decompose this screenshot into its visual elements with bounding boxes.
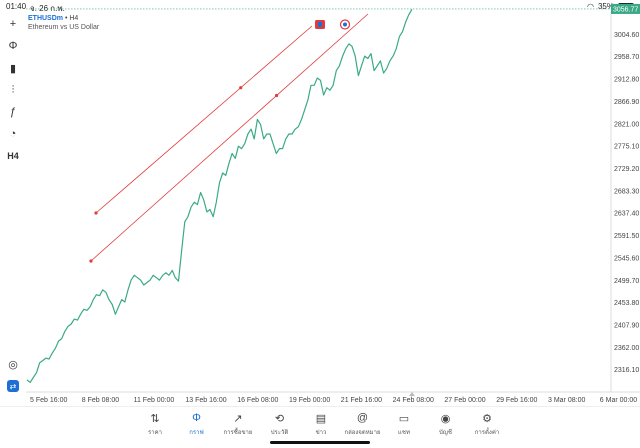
tab-trade-icon: ↗ (233, 412, 243, 425)
crosshair-icon[interactable]: + (9, 18, 17, 30)
symbol-description: Ethereum vs US Dollar (28, 24, 100, 31)
trendline-anchor[interactable] (274, 93, 279, 98)
tab-mailbox-label: กล่องจดหมาย (344, 430, 381, 436)
y-tick-label: 2958.70 (614, 54, 639, 61)
time-scroll-handle[interactable] (409, 392, 415, 396)
status-time: 01:40 (6, 2, 27, 11)
x-tick-label: 6 Mar 00:00 (600, 397, 637, 404)
y-tick-label: 2729.20 (614, 166, 639, 173)
x-tick-label: 29 Feb 16:00 (496, 397, 537, 404)
x-tick-label: 27 Feb 00:00 (444, 397, 485, 404)
y-tick-label: 2499.70 (614, 278, 639, 285)
tab-trade-label: การซื้อขาย (223, 430, 253, 436)
x-tick-label: 24 Feb 08:00 (393, 397, 434, 404)
event-marker-dot (343, 22, 347, 27)
x-tick-label: 13 Feb 16:00 (185, 397, 226, 404)
trendline[interactable] (90, 13, 369, 262)
tab-news-label: ข่าว (315, 430, 327, 436)
y-tick-label: 2362.00 (614, 345, 639, 352)
tab-news[interactable]: ▤ ข่าว (301, 411, 341, 437)
symbol-timeframe: H4 (69, 15, 79, 22)
tab-chat-icon: ▭ (398, 412, 410, 425)
price-series-line (26, 8, 413, 383)
home-indicator (270, 441, 370, 444)
x-tick-label: 11 Feb 00:00 (134, 397, 175, 404)
symbol-header: ETHUSDm • H4 Ethereum vs US Dollar (28, 14, 99, 32)
y-tick-label: 2453.80 (614, 300, 639, 307)
chart-type-icon[interactable]: Φ (8, 40, 18, 52)
last-price-label: 3056.77 (613, 6, 638, 13)
function-icon[interactable]: ƒ (9, 106, 17, 118)
symbol-name[interactable]: ETHUSDm (28, 15, 64, 22)
trendline[interactable] (95, 25, 313, 214)
tab-settings-label: การตั้งค่า (474, 430, 500, 436)
y-tick-label: 2821.00 (614, 121, 639, 128)
tab-chart[interactable]: Φ กราฟ (177, 411, 217, 437)
x-tick-label: 8 Feb 08:00 (82, 397, 119, 404)
indicators-icon[interactable]: ▮ (9, 62, 17, 75)
x-tick-label: 21 Feb 16:00 (341, 397, 382, 404)
tab-settings[interactable]: ⚙ การตั้งค่า (467, 411, 507, 437)
tab-mailbox[interactable]: @ กล่องจดหมาย (343, 411, 383, 437)
tab-quotes-label: ราคา (148, 430, 162, 436)
left-toolbar: + Φ ▮ ⫶ ƒ ◔ H4 ◎ ⇄ (0, 14, 26, 394)
x-tick-label: 5 Feb 16:00 (30, 397, 67, 404)
tab-history-icon: ⟲ (274, 412, 285, 425)
objects-icon[interactable]: ⫶ (11, 83, 15, 96)
tab-news-icon: ▤ (315, 412, 327, 425)
y-tick-label: 3004.60 (614, 32, 639, 39)
tab-account[interactable]: ◉ บัญชี (426, 411, 466, 437)
tab-quotes-icon: ⇅ (150, 412, 160, 425)
tab-account-label: บัญชี (439, 430, 452, 436)
x-tick-label: 16 Feb 08:00 (237, 397, 278, 404)
zoom-icon[interactable]: ◎ (8, 358, 18, 371)
tab-settings-icon: ⚙ (482, 412, 492, 425)
tab-history[interactable]: ⟲ ประวัติ (260, 411, 300, 437)
trendline-anchor[interactable] (239, 86, 243, 90)
y-tick-label: 2545.60 (614, 255, 639, 262)
price-chart[interactable]: 3004.60 2958.70 2912.80 2866.90 2821.00 2775.… (0, 0, 640, 406)
y-tick-label: 2912.80 (614, 77, 639, 84)
tab-account-icon: ◉ (440, 412, 451, 425)
y-tick-label: 2316.10 (614, 367, 639, 374)
status-date: จ. 26 ก.พ. (30, 4, 65, 13)
y-tick-label: 2591.50 (614, 233, 639, 240)
tab-history-label: ประวัติ (270, 430, 289, 436)
shapes-icon[interactable]: ◔ (9, 128, 17, 140)
tab-chart-icon: Φ (192, 412, 201, 424)
battery-percent: 35% (597, 2, 614, 11)
x-tick-label: 19 Feb 00:00 (289, 397, 330, 404)
x-tick-label: 3 Mar 08:00 (548, 397, 585, 404)
tab-chat-label: แชท (398, 430, 410, 436)
tab-mailbox-icon: @ (356, 412, 369, 424)
trade-marker-buy[interactable] (318, 22, 322, 27)
symbol-separator: • (64, 15, 68, 22)
y-tick-label: 2407.90 (614, 322, 639, 329)
last-price-badge (611, 3, 640, 14)
trendline-anchor[interactable] (94, 211, 98, 215)
tab-trade[interactable]: ↗ การซื้อขาย (218, 411, 258, 437)
tab-quotes[interactable]: ⇅ ราคา (135, 411, 175, 437)
y-tick-label: 2775.10 (614, 144, 639, 151)
tab-chat[interactable]: ▭ แชท (384, 411, 424, 437)
y-tick-label: 2683.30 (614, 188, 639, 195)
tab-chart-label: กราฟ (189, 430, 204, 436)
timeframe-button[interactable]: H4 (7, 151, 19, 161)
trendline-anchor[interactable] (89, 259, 93, 263)
wifi-icon: ◠ (587, 2, 594, 11)
trade-icon[interactable]: ⇄ (7, 380, 19, 392)
y-tick-label: 2637.40 (614, 211, 639, 218)
y-tick-label: 2866.90 (614, 99, 639, 106)
